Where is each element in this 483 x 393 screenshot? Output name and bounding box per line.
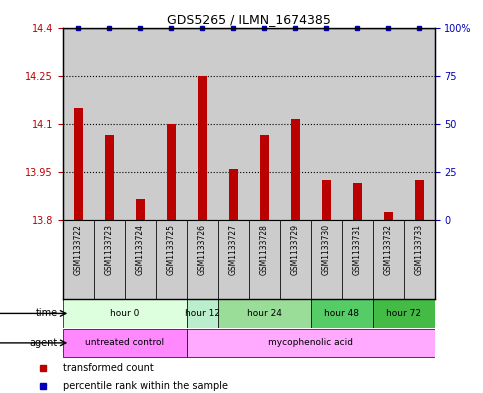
Text: agent: agent xyxy=(30,338,58,348)
Bar xyxy=(156,28,187,220)
Bar xyxy=(384,212,393,220)
Bar xyxy=(342,28,373,220)
Bar xyxy=(167,124,176,220)
Bar xyxy=(187,299,218,328)
Text: GSM1133727: GSM1133727 xyxy=(229,224,238,275)
Text: GSM1133732: GSM1133732 xyxy=(384,224,393,275)
Bar xyxy=(311,28,342,220)
Text: GSM1133722: GSM1133722 xyxy=(74,224,83,275)
Bar xyxy=(280,28,311,220)
Bar xyxy=(311,220,342,299)
Text: hour 48: hour 48 xyxy=(324,309,359,318)
Text: untreated control: untreated control xyxy=(85,338,164,347)
Text: GSM1133729: GSM1133729 xyxy=(291,224,300,275)
Bar xyxy=(414,180,424,220)
Bar xyxy=(105,135,114,220)
Text: percentile rank within the sample: percentile rank within the sample xyxy=(63,381,228,391)
Bar xyxy=(136,199,145,220)
Text: GSM1133724: GSM1133724 xyxy=(136,224,145,275)
Bar xyxy=(373,299,435,328)
Bar xyxy=(291,119,300,220)
Bar xyxy=(249,28,280,220)
Text: mycophenolic acid: mycophenolic acid xyxy=(268,338,353,347)
Bar xyxy=(73,108,83,220)
Bar xyxy=(280,220,311,299)
Bar xyxy=(125,28,156,220)
Bar xyxy=(373,28,404,220)
Bar xyxy=(228,169,238,220)
Bar xyxy=(63,28,94,220)
Text: GSM1133730: GSM1133730 xyxy=(322,224,331,275)
Text: GSM1133725: GSM1133725 xyxy=(167,224,176,275)
Bar xyxy=(187,28,218,220)
Bar xyxy=(218,28,249,220)
Bar xyxy=(322,180,331,220)
Text: GSM1133731: GSM1133731 xyxy=(353,224,362,275)
Text: hour 0: hour 0 xyxy=(110,309,140,318)
Bar xyxy=(353,183,362,220)
Bar xyxy=(63,220,94,299)
Text: transformed count: transformed count xyxy=(63,363,154,373)
Text: hour 72: hour 72 xyxy=(386,309,421,318)
Bar xyxy=(187,329,435,357)
Bar xyxy=(63,329,187,357)
Bar xyxy=(373,220,404,299)
Text: GSM1133728: GSM1133728 xyxy=(260,224,269,275)
Bar xyxy=(187,220,218,299)
Bar xyxy=(404,220,435,299)
Bar xyxy=(249,220,280,299)
Title: GDS5265 / ILMN_1674385: GDS5265 / ILMN_1674385 xyxy=(167,13,331,26)
Bar xyxy=(125,220,156,299)
Text: hour 24: hour 24 xyxy=(247,309,282,318)
Text: GSM1133723: GSM1133723 xyxy=(105,224,114,275)
Bar xyxy=(311,299,373,328)
Text: hour 12: hour 12 xyxy=(185,309,220,318)
Bar xyxy=(218,220,249,299)
Bar xyxy=(63,299,187,328)
Text: GSM1133733: GSM1133733 xyxy=(415,224,424,275)
Bar xyxy=(404,28,435,220)
Text: time: time xyxy=(36,309,58,318)
Text: GSM1133726: GSM1133726 xyxy=(198,224,207,275)
Bar xyxy=(218,299,311,328)
Bar xyxy=(94,220,125,299)
Bar xyxy=(198,76,207,220)
Bar xyxy=(156,220,187,299)
Bar xyxy=(94,28,125,220)
Bar xyxy=(259,135,269,220)
Bar xyxy=(342,220,373,299)
